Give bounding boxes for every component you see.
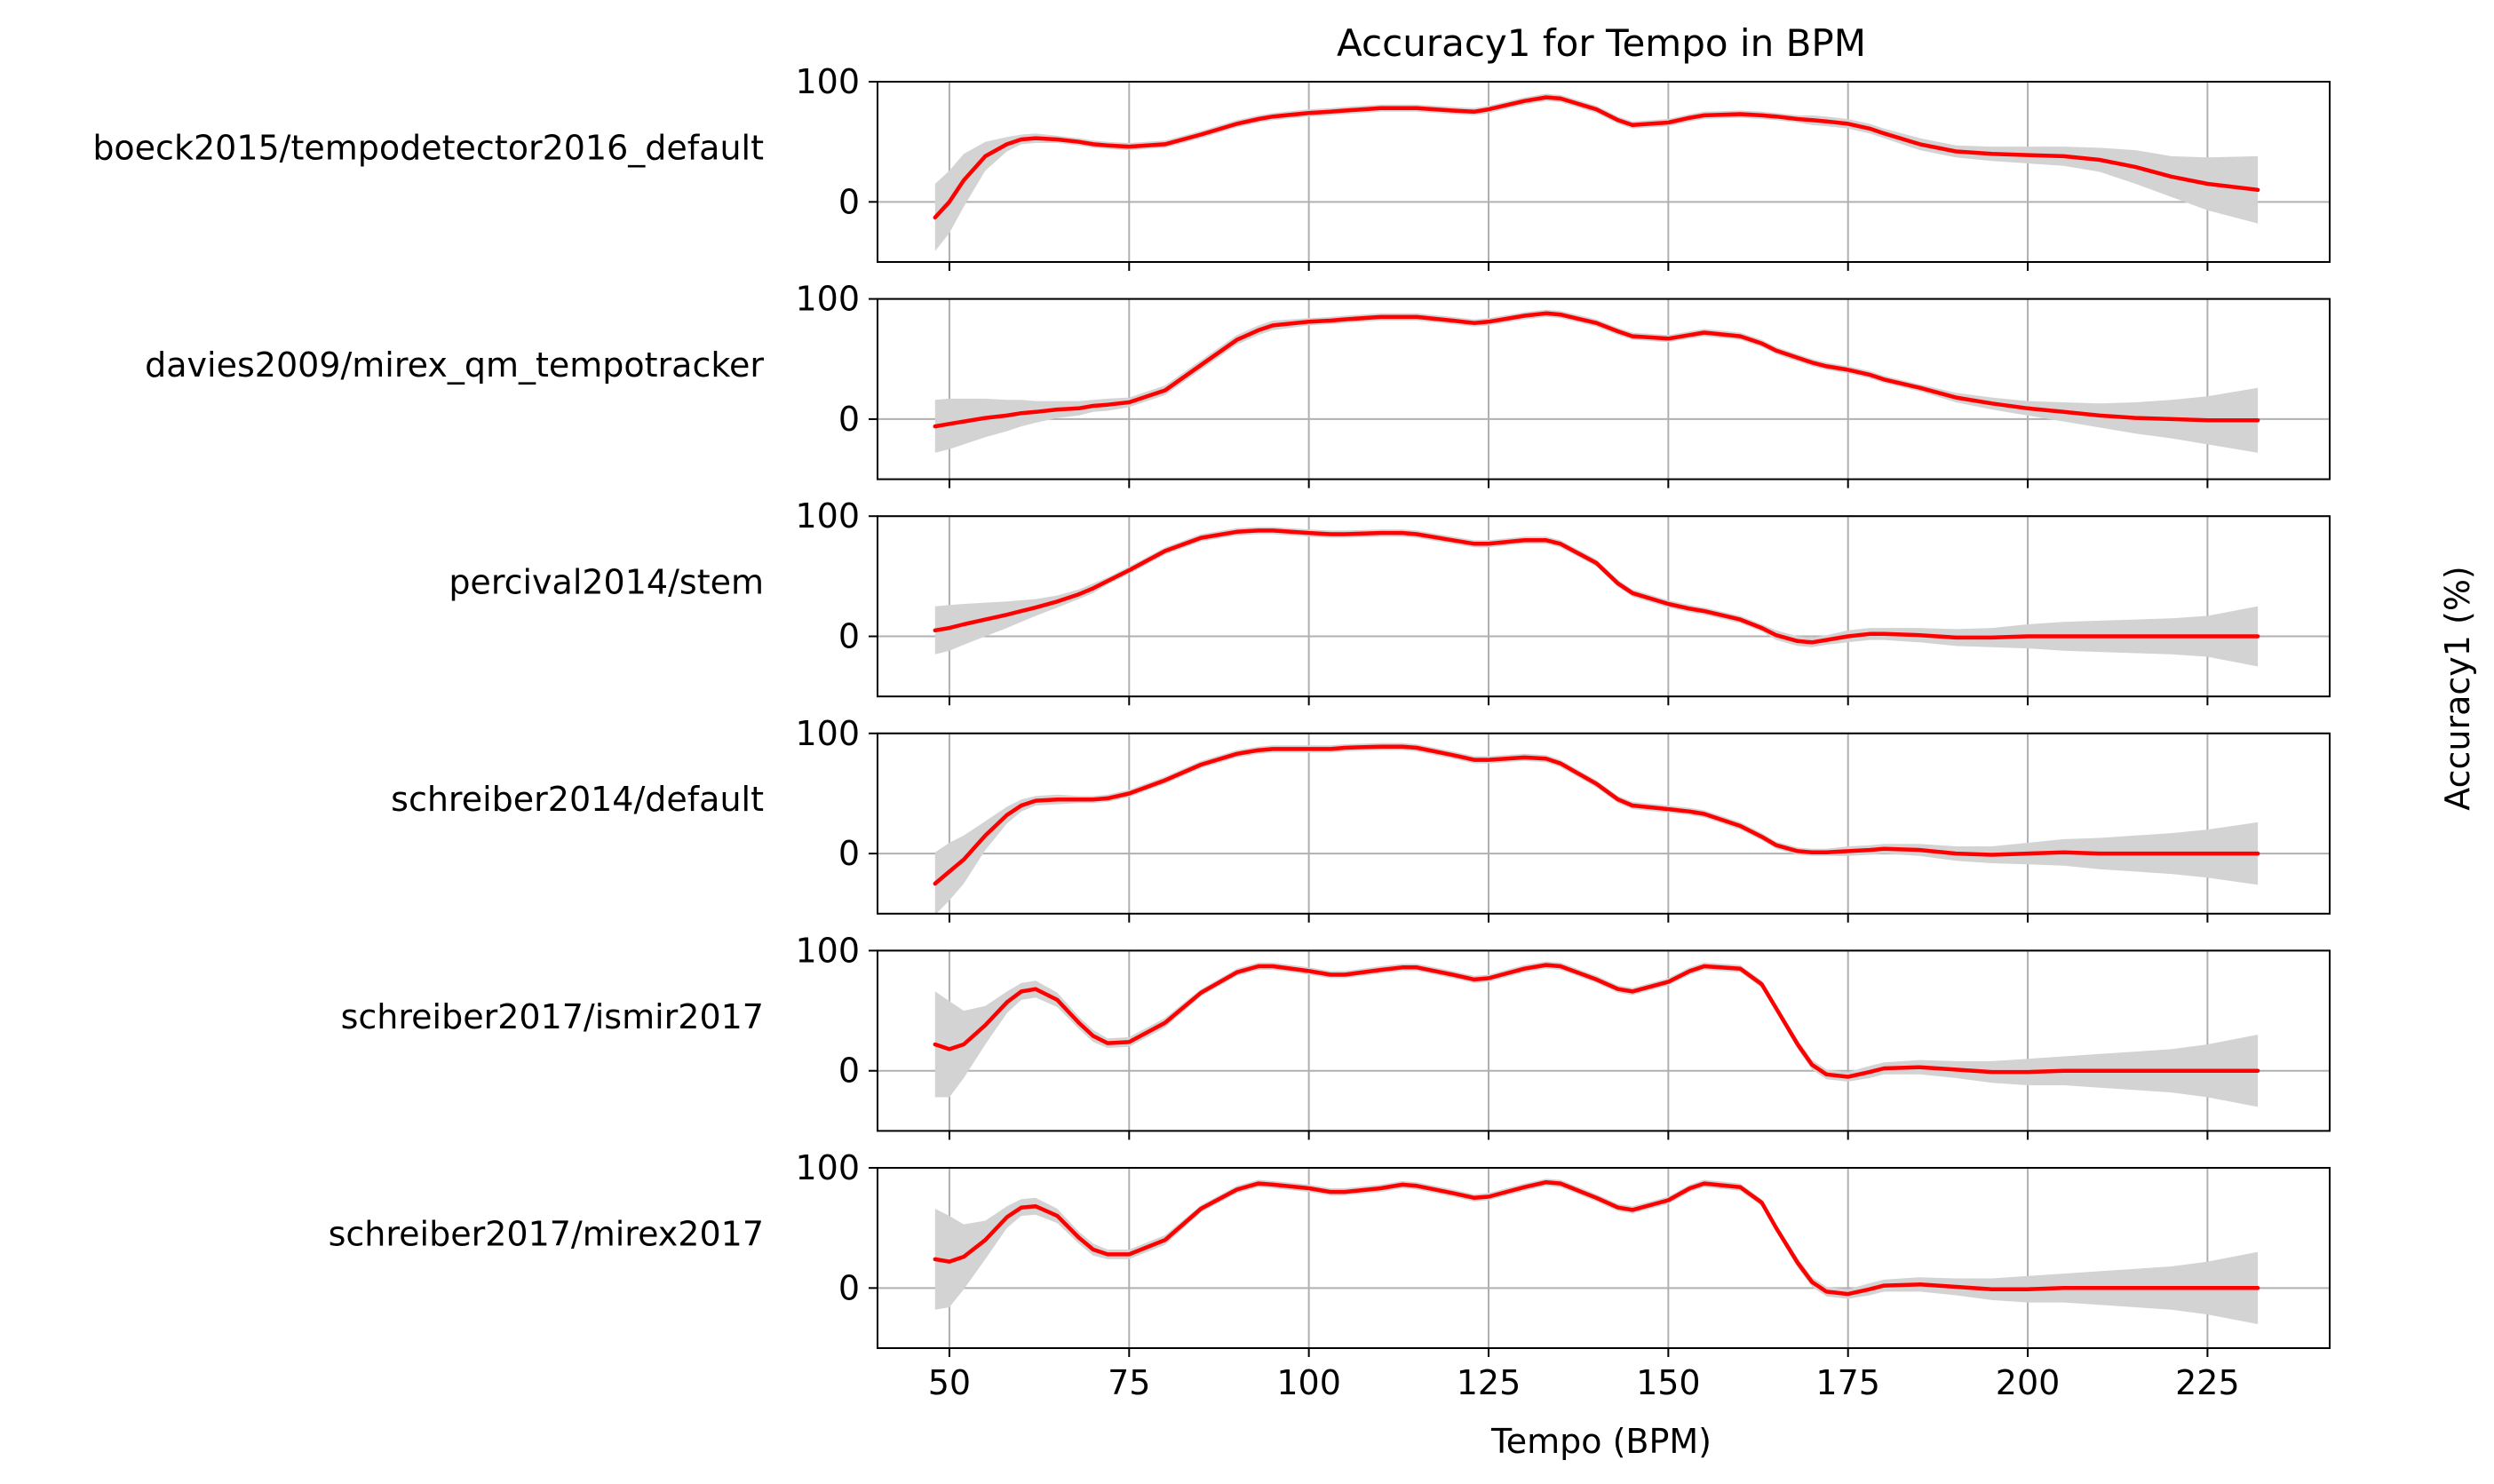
- chart-title: Accuracy1 for Tempo in BPM: [1337, 21, 1866, 65]
- x-axis-label: Tempo (BPM): [1490, 1422, 1712, 1461]
- y-tick-label: 0: [838, 1051, 860, 1091]
- subplot-panel: 0 100 percival2014/stem: [449, 496, 2331, 706]
- y-tick-label: 100: [795, 931, 860, 970]
- panel-frame: [877, 732, 2331, 915]
- y-axis-label: Accuracy1 (%): [2438, 566, 2477, 811]
- confidence-band: [934, 961, 2259, 1107]
- series-label: schreiber2017/mirex2017: [329, 1214, 764, 1253]
- y-tick-label: 0: [838, 617, 860, 656]
- series-line: [933, 1179, 2260, 1297]
- series-line: [933, 95, 2260, 220]
- panel-frame: [877, 1167, 2331, 1349]
- series-line: [933, 744, 2260, 886]
- x-tick-label: 150: [1636, 1363, 1701, 1402]
- y-tick-label: 0: [838, 1268, 860, 1307]
- series-label: davies2009/mirex_qm_tempotracker: [145, 345, 764, 385]
- series-label: percival2014/stem: [449, 563, 764, 602]
- subplot-panels: 0100boeck2015/tempodetector2016_default0…: [92, 62, 2331, 1402]
- x-tick-label: 200: [1996, 1363, 2061, 1402]
- y-tick-label: 0: [838, 182, 860, 221]
- y-tick-label: 100: [795, 280, 860, 319]
- x-tick-label: 100: [1276, 1363, 1341, 1402]
- y-tick-label: 100: [795, 62, 860, 101]
- series-label: boeck2015/tempodetector2016_default: [92, 128, 764, 167]
- panel-frame: [877, 515, 2331, 698]
- series-label: schreiber2017/ismir2017: [341, 997, 764, 1036]
- y-tick-label: 100: [795, 496, 860, 536]
- confidence-band: [934, 1178, 2259, 1324]
- subplot-panel: 0 100 boeck2015/tempodetector2016_default: [92, 62, 2331, 271]
- series-line: [933, 963, 2260, 1079]
- x-tick-label: 75: [1108, 1363, 1150, 1402]
- subplot-panel: 0 100 schreiber2017/ismir2017: [341, 931, 2331, 1140]
- x-tick-label: 225: [2175, 1363, 2240, 1402]
- y-tick-label: 0: [838, 400, 860, 439]
- subplot-panel: 0 100 schreiber2014/default: [391, 714, 2331, 923]
- y-tick-label: 100: [795, 1148, 860, 1187]
- x-tick-label: 50: [928, 1363, 971, 1402]
- subplot-panel: 0 100 davies2009/mirex_qm_tempotracker: [145, 280, 2331, 488]
- y-tick-label: 0: [838, 834, 860, 873]
- x-tick-label: 125: [1457, 1363, 1521, 1402]
- y-tick-label: 100: [795, 714, 860, 753]
- confidence-band: [934, 527, 2259, 667]
- subplot-panel: 0 100 schreiber2017/mirex2017 50 75 100 125 150…: [329, 1148, 2331, 1402]
- series-line: [933, 528, 2260, 645]
- x-tick-label: 175: [1815, 1363, 1880, 1402]
- series-line: [933, 311, 2260, 429]
- panel-frame: [877, 81, 2331, 263]
- series-label: schreiber2014/default: [391, 780, 764, 819]
- panel-frame: [877, 298, 2331, 480]
- panel-frame: [877, 949, 2331, 1132]
